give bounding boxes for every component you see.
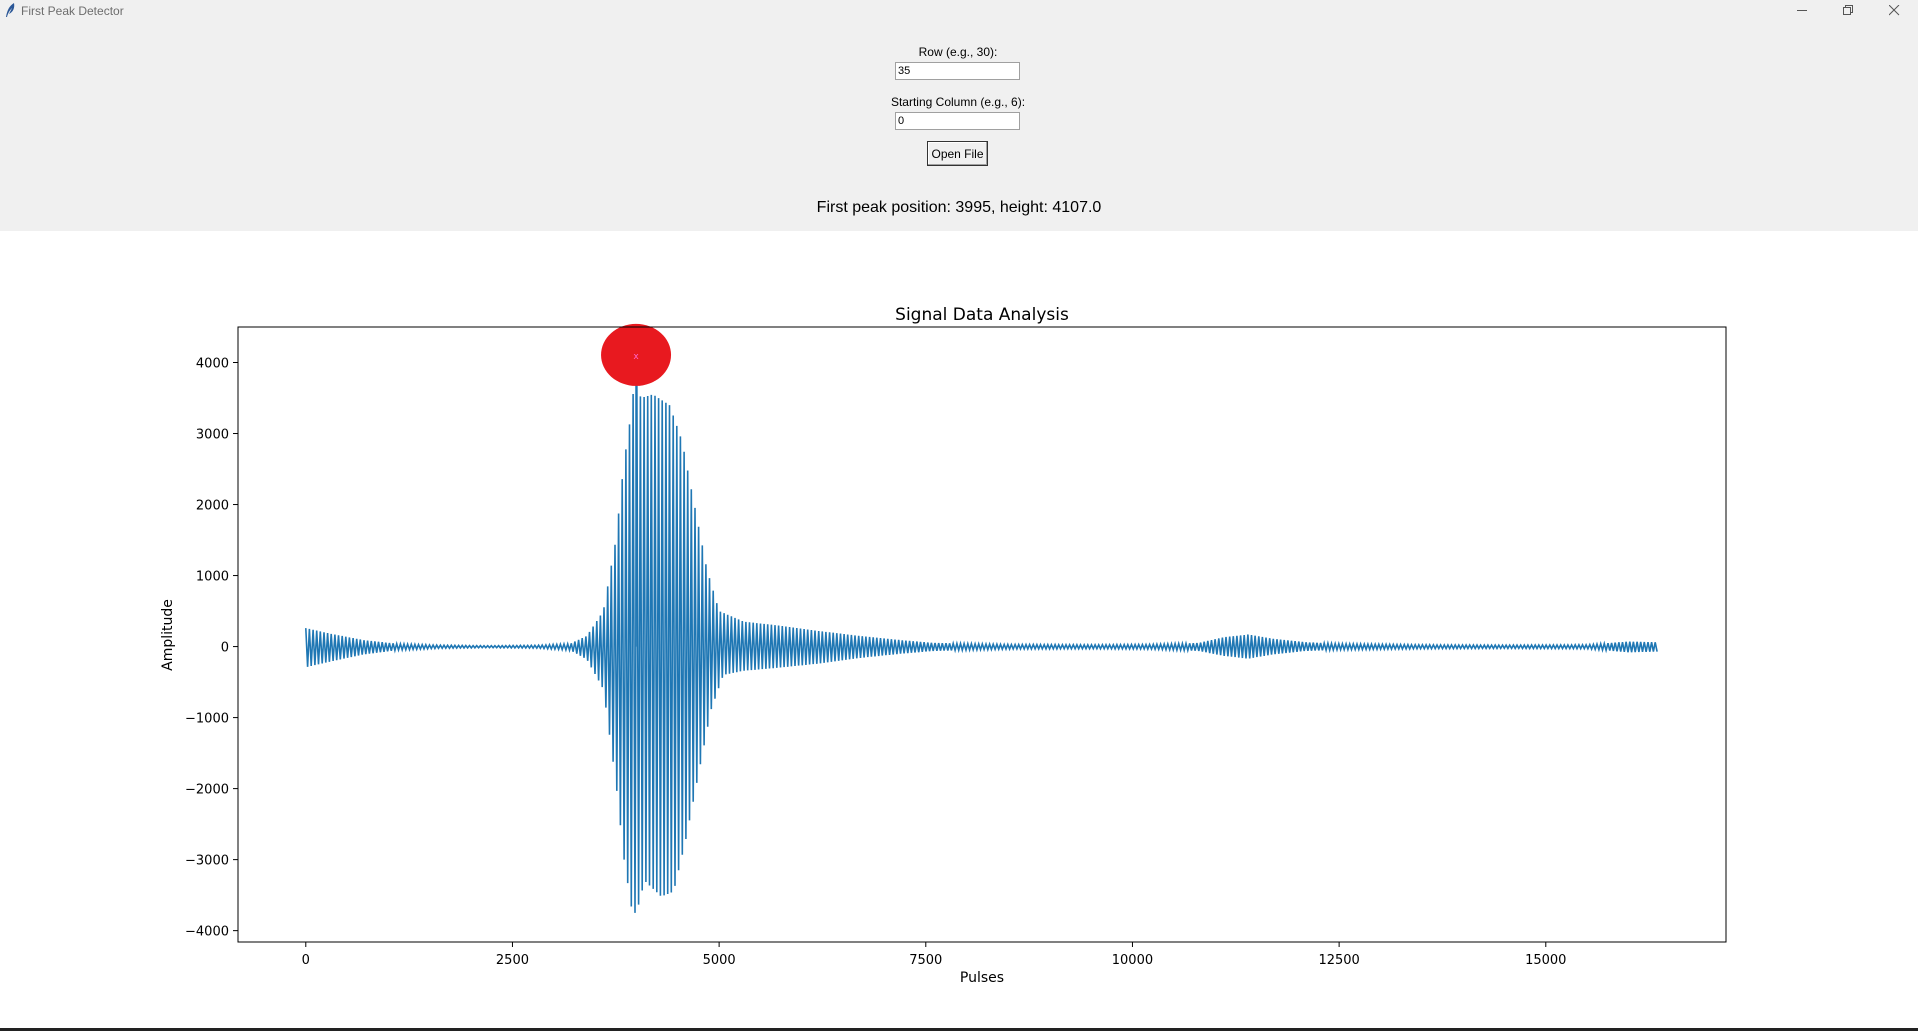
title-bar: First Peak Detector (0, 0, 1918, 21)
y-tick-label: −2000 (185, 783, 229, 798)
row-input[interactable] (895, 62, 1020, 80)
y-axis-label: Amplitude (160, 599, 176, 671)
x-tick-label: 15000 (1525, 953, 1566, 968)
y-tick-label: 0 (221, 641, 229, 656)
minimize-button[interactable] (1779, 0, 1825, 21)
minimize-icon (1796, 10, 1807, 11)
starting-column-label: Starting Column (e.g., 6): (890, 95, 1026, 109)
y-tick-label: 4000 (196, 357, 229, 372)
window-title: First Peak Detector (21, 4, 124, 18)
y-tick-label: −4000 (185, 925, 229, 940)
restore-icon (1842, 5, 1853, 15)
open-file-button[interactable]: Open File (927, 141, 988, 166)
x-tick-label: 5000 (703, 953, 736, 968)
peak-marker (601, 323, 672, 386)
starting-column-input[interactable] (895, 112, 1020, 130)
peak-marker-glyph: x (633, 352, 639, 362)
y-tick-label: −1000 (185, 712, 229, 727)
x-tick-label: 0 (302, 953, 310, 968)
y-tick-label: 3000 (196, 428, 229, 443)
axes-frame (237, 326, 1727, 943)
y-tick-label: 1000 (196, 570, 229, 585)
y-axis: 4000 3000 2000 1000 0 −1000 −2000 −3000 −4000 (185, 357, 238, 940)
y-tick-label: −3000 (185, 854, 229, 869)
x-axis: 0 2500 5000 7500 10000 12500 15000 (302, 942, 1566, 968)
x-tick-label: 12500 (1318, 953, 1359, 968)
close-button[interactable] (1871, 0, 1917, 21)
row-label: Row (e.g., 30): (918, 45, 998, 59)
window-bottom-border (0, 1028, 1918, 1031)
chart-title: Signal Data Analysis (895, 305, 1069, 325)
y-tick-label: 2000 (196, 499, 229, 514)
control-panel: Row (e.g., 30): Starting Column (e.g., 6… (0, 21, 1918, 231)
x-axis-label: Pulses (960, 970, 1004, 986)
first-peak-result: First peak position: 3995, height: 4107.… (816, 199, 1102, 216)
plot-marks: x (305, 323, 1658, 913)
signal-plot: Signal Data Analysis x 0 2500 5000 7500 1000… (0, 231, 1918, 1028)
restore-button[interactable] (1825, 0, 1871, 21)
signal-line (305, 361, 1658, 913)
x-tick-label: 10000 (1112, 953, 1153, 968)
x-tick-label: 2500 (496, 953, 529, 968)
figure-background (0, 231, 1918, 1028)
close-icon (1888, 5, 1899, 16)
feather-icon (6, 3, 15, 17)
x-tick-label: 7500 (909, 953, 942, 968)
